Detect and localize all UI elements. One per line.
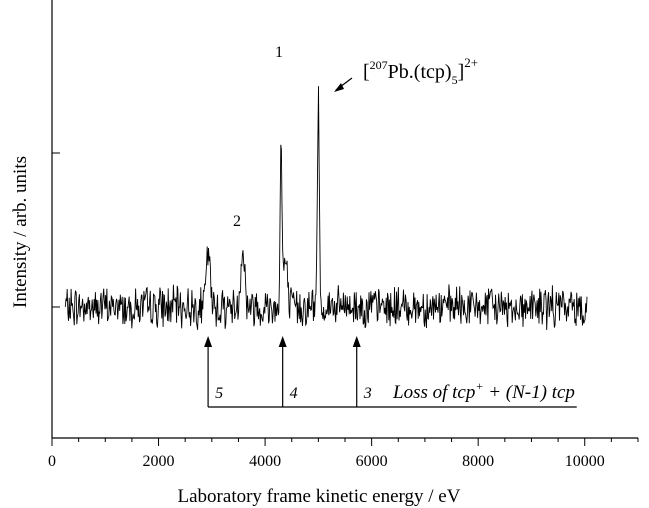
loss-annotation: 5 4 3	[204, 336, 577, 408]
x-tick-label: 0	[48, 453, 56, 470]
y-axis-title: Intensity / arb. units	[10, 156, 31, 308]
loss-arrow-head	[352, 336, 361, 347]
x-tick-label: 8000	[462, 453, 494, 470]
x-axis-ticks: 0 2000 4000 6000 8000 10000	[48, 438, 639, 470]
loss-arrow-head	[278, 336, 287, 347]
x-tick-label: 4000	[249, 453, 281, 470]
loss-text: Loss of tcp+ + (N-1) tcp	[392, 379, 575, 403]
ion-pointer-head	[334, 83, 344, 92]
loss-arrow-label: 3	[363, 385, 372, 402]
peak-label-1: 1	[275, 44, 283, 61]
spectrum-trace	[64, 86, 588, 331]
x-tick-label: 10000	[565, 453, 605, 470]
ion-label: [207Pb.(tcp)5]2+	[363, 55, 478, 87]
peak-label-2: 2	[233, 213, 241, 230]
loss-arrow-head	[204, 336, 213, 347]
loss-arrow-label: 4	[290, 385, 298, 402]
x-axis-title: Laboratory frame kinetic energy / eV	[178, 486, 461, 507]
loss-arrow-label: 5	[215, 385, 223, 402]
x-tick-label: 6000	[356, 453, 388, 470]
x-tick-label: 2000	[143, 453, 175, 470]
